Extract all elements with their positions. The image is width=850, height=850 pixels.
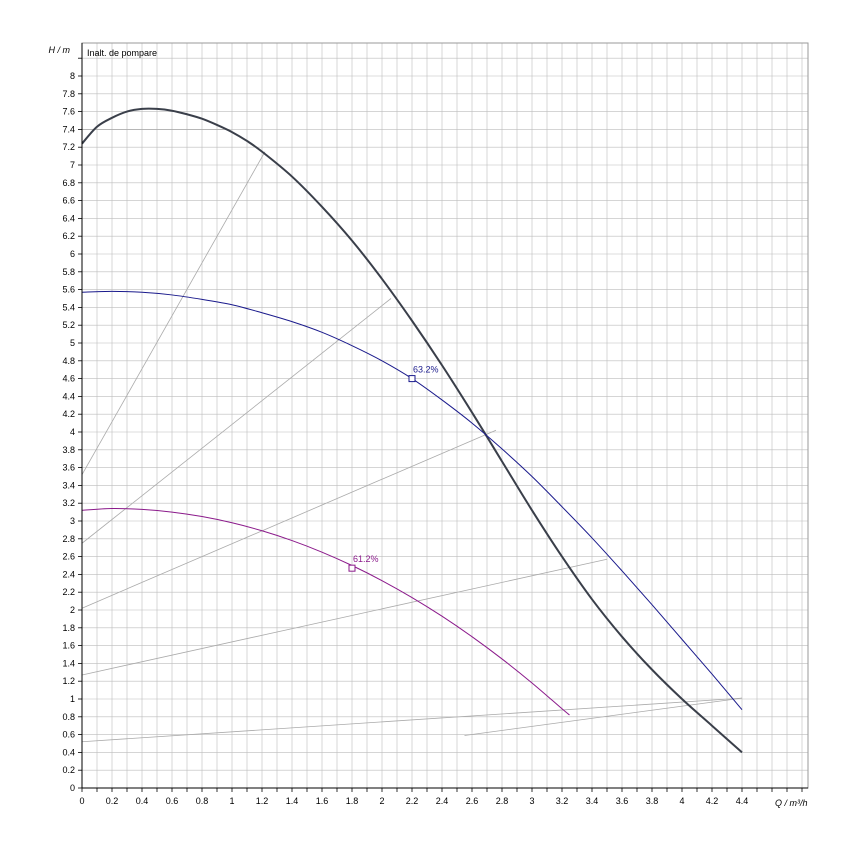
x-tick-label: 0.2: [106, 796, 119, 806]
y-tick-label: 7.4: [62, 124, 75, 134]
y-tick-label: 2.2: [62, 587, 75, 597]
y-tick-label: 2: [70, 605, 75, 615]
x-tick-label: 4.4: [736, 796, 749, 806]
efficiency-line: [81, 558, 608, 676]
y-tick-label: 0.6: [62, 730, 75, 740]
x-tick-label: 2.2: [406, 796, 419, 806]
y-tick-label: 6.2: [62, 231, 75, 241]
y-tick-label: 2.4: [62, 569, 75, 579]
plot-frame: [81, 42, 809, 789]
y-tick-label: 1.4: [62, 658, 75, 668]
y-tick-label: 5.4: [62, 302, 75, 312]
y-tick-label: 7.2: [62, 142, 75, 152]
x-axis-label: Q / m³/h: [775, 798, 808, 808]
y-tick-label: 0.4: [62, 747, 75, 757]
y-tick-label: 0.8: [62, 712, 75, 722]
y-tick-label: 1.6: [62, 641, 75, 651]
y-tick-labels: 0 0.2 0.4 0.6 0.8 1 1.2 1.4 1.6 1.8 2 2.2 2.4 2.6 2.8 3…: [62, 71, 75, 793]
x-tick-labels: 0 0.2 0.4 0.6 0.8 1 1.2 1.4 1.6 1.8 2 2.2 2.4 2.6 2.8 3…: [79, 796, 748, 806]
y-tick-label: 4: [70, 427, 75, 437]
y-tick-label: 4.2: [62, 409, 75, 419]
x-tick-label: 2.8: [496, 796, 509, 806]
y-axis-label: H / m: [49, 45, 71, 55]
x-tick-label: 1: [229, 796, 234, 806]
operating-points: 63.2% 61.2%: [348, 365, 439, 572]
series-line-1: [81, 107, 743, 754]
efficiency-line: [81, 151, 266, 475]
y-tick-label: 3: [70, 516, 75, 526]
efficiency-line: [81, 298, 392, 544]
operating-point-label-2: 61.2%: [353, 554, 379, 564]
x-tick-label: 3.4: [586, 796, 599, 806]
y-tick-label: 1.8: [62, 623, 75, 633]
x-tick-label: 4.2: [706, 796, 719, 806]
x-tick-label: 3.2: [556, 796, 569, 806]
y-tick-label: 6: [70, 249, 75, 259]
y-tick-label: 4.8: [62, 356, 75, 366]
x-tick-label: 2: [379, 796, 384, 806]
operating-point-marker-2: [348, 564, 356, 572]
axes: [78, 42, 809, 792]
y-tick-label: 6.6: [62, 196, 75, 206]
x-tick-label: 3: [529, 796, 534, 806]
x-tick-label: 1.8: [346, 796, 359, 806]
operating-point-marker-1: [408, 375, 416, 383]
y-tick-label: 4.4: [62, 391, 75, 401]
x-tick-label: 1.2: [256, 796, 269, 806]
grid: [81, 43, 808, 789]
x-tick-label: 0.8: [196, 796, 209, 806]
x-tick-label: 3.8: [646, 796, 659, 806]
y-tick-label: 6.8: [62, 178, 75, 188]
y-tick-label: 3.2: [62, 498, 75, 508]
x-tick-label: 1.6: [316, 796, 329, 806]
series-line-3: [81, 508, 570, 716]
x-tick-label: 0: [79, 796, 84, 806]
operating-point-label-1: 63.2%: [413, 365, 439, 375]
x-tick-label: 2.4: [436, 796, 449, 806]
y-tick-label: 2.8: [62, 534, 75, 544]
y-tick-label: 5: [70, 338, 75, 348]
x-tick-label: 1.4: [286, 796, 299, 806]
efficiency-lines: [81, 128, 743, 743]
y-tick-label: 3.4: [62, 480, 75, 490]
y-tick-label: 8: [70, 71, 75, 81]
efficiency-line: [464, 697, 743, 736]
y-tick-label: 5.2: [62, 320, 75, 330]
y-tick-label: 6.4: [62, 213, 75, 223]
y-tick-label: 5.6: [62, 285, 75, 295]
x-tick-label: 0.4: [136, 796, 149, 806]
y-tick-label: 1.2: [62, 676, 75, 686]
y-tick-label: 7.8: [62, 89, 75, 99]
x-tick-label: 0.6: [166, 796, 179, 806]
y-tick-label: 3.8: [62, 445, 75, 455]
y-tick-label: 0: [70, 783, 75, 793]
y-tick-label: 4.6: [62, 374, 75, 384]
efficiency-line: [81, 697, 743, 743]
x-tick-label: 3.6: [616, 796, 629, 806]
y-tick-label: 7.6: [62, 107, 75, 117]
y-tick-label: 0.2: [62, 765, 75, 775]
y-tick-label: 5.8: [62, 267, 75, 277]
chart-title: Inalt. de pompare: [87, 48, 157, 58]
y-tick-label: 7: [70, 160, 75, 170]
x-tick-label: 4: [679, 796, 684, 806]
x-tick-label: 2.6: [466, 796, 479, 806]
y-tick-label: 2.6: [62, 552, 75, 562]
y-tick-label: 3.6: [62, 463, 75, 473]
y-tick-label: 1: [70, 694, 75, 704]
efficiency-line: [81, 429, 497, 609]
